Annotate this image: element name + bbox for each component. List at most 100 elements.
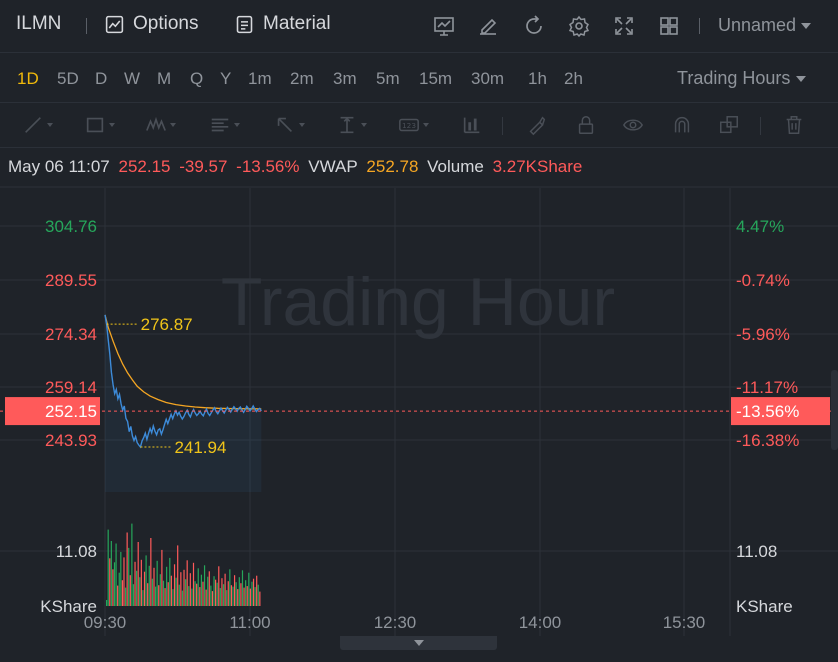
layout-selector[interactable]: Unnamed <box>718 15 812 36</box>
volume-bar <box>235 582 237 606</box>
volume-bar <box>254 587 256 606</box>
rectangle-icon[interactable] <box>84 113 115 137</box>
volume-bar <box>145 555 147 606</box>
volume-bar <box>232 586 234 606</box>
measure-icon[interactable] <box>336 113 367 137</box>
material-button[interactable]: Material <box>234 13 331 35</box>
period-1m[interactable]: 1m <box>248 69 272 88</box>
arrow-icon[interactable] <box>274 113 305 137</box>
dropdown-caret-icon <box>796 75 807 82</box>
volume-bar <box>188 586 190 606</box>
refresh-icon[interactable] <box>522 14 546 38</box>
trash-icon[interactable] <box>783 113 805 137</box>
x-axis-tick: 09:30 <box>84 613 127 632</box>
top-toolbar: ILMN Options Material Unnamed <box>0 0 838 52</box>
edit-icon[interactable] <box>476 14 500 38</box>
lock-icon[interactable] <box>575 113 597 137</box>
volume-bar <box>249 588 251 606</box>
period-15m[interactable]: 15m <box>419 69 453 88</box>
volume-value: 3.27KShare <box>492 157 583 176</box>
volume-bar <box>216 582 218 606</box>
volume-bar <box>177 545 179 606</box>
volume-bar <box>117 585 119 606</box>
volume-bar <box>172 589 174 606</box>
volume-bar <box>211 591 214 606</box>
magnet-icon[interactable] <box>671 113 693 137</box>
volume-bar <box>189 573 191 606</box>
volume-unit-left: KShare <box>40 597 97 616</box>
y-axis-tick-right: -11.17% <box>736 378 798 397</box>
volume-unit-right: KShare <box>736 597 793 616</box>
wave-icon[interactable] <box>145 113 176 137</box>
volume-bar <box>237 589 239 606</box>
volume-bar <box>202 581 204 606</box>
volume-bar <box>197 568 199 606</box>
volume-bar <box>186 560 188 606</box>
period-2m[interactable]: 2m <box>290 69 314 88</box>
number-label-icon[interactable]: 123 <box>398 113 429 137</box>
y-axis-tick-right: -16.38% <box>736 431 799 450</box>
options-chart-icon <box>105 15 124 33</box>
period-d[interactable]: D <box>95 69 108 88</box>
price-axis-scrollbar[interactable] <box>831 370 838 450</box>
layout-grid-icon[interactable] <box>657 14 681 38</box>
expand-down-icon <box>413 640 424 646</box>
volume-label: Volume <box>427 157 484 176</box>
volume-axis-tick-left: 11.08 <box>56 542 97 561</box>
layers-icon[interactable] <box>718 113 740 137</box>
y-axis-tick-right: -0.74% <box>736 271 790 290</box>
volume-bar <box>154 586 157 606</box>
volume-bar <box>248 572 250 606</box>
options-button[interactable]: Options <box>104 13 198 35</box>
volume-bar <box>132 584 135 606</box>
volume-bar <box>185 579 187 606</box>
period-w[interactable]: W <box>124 69 141 88</box>
volume-bar <box>241 570 244 606</box>
volume-bar <box>140 559 142 606</box>
volume-bar <box>251 581 253 606</box>
volume-bar <box>124 587 127 606</box>
volume-bar <box>230 585 233 606</box>
volume-bar <box>128 547 130 606</box>
trading-hours-selector[interactable]: Trading Hours <box>677 68 807 89</box>
fib-icon[interactable] <box>209 113 240 137</box>
vwap-line <box>104 314 262 410</box>
period-m[interactable]: M <box>157 69 172 88</box>
volume-bar <box>196 583 198 606</box>
x-axis-tick: 15:30 <box>663 613 706 632</box>
bar-pattern-icon[interactable] <box>461 113 483 137</box>
period-y[interactable]: Y <box>220 69 232 88</box>
period-5d[interactable]: 5D <box>57 69 79 88</box>
period-q[interactable]: Q <box>190 69 204 88</box>
eye-icon[interactable] <box>622 113 644 137</box>
period-3m[interactable]: 3m <box>333 69 357 88</box>
period-30m[interactable]: 30m <box>471 69 505 88</box>
toolbar-divider <box>760 117 761 135</box>
period-1d[interactable]: 1D <box>17 69 39 88</box>
fullscreen-icon[interactable] <box>612 14 636 38</box>
period-2h[interactable]: 2h <box>564 69 583 88</box>
chart-type-icon[interactable] <box>432 14 456 38</box>
y-axis-tick-right: -5.96% <box>736 325 790 344</box>
volume-bar <box>129 575 131 606</box>
volume-bar <box>203 565 206 606</box>
quote-change-pct: -13.56% <box>236 157 300 176</box>
volume-bar <box>156 560 158 606</box>
period-1h[interactable]: 1h <box>528 69 547 88</box>
volume-bar <box>218 566 220 606</box>
drawing-toolbar: 123 <box>0 102 838 148</box>
settings-icon[interactable] <box>567 14 591 38</box>
volume-bar <box>150 538 152 606</box>
current-pct-tag <box>731 397 830 426</box>
trendline-icon[interactable] <box>22 113 53 137</box>
time-scroll-handle[interactable] <box>340 636 497 650</box>
brush-icon[interactable] <box>526 113 548 137</box>
high-price-label: 276.87 <box>141 315 193 334</box>
volume-bar <box>243 587 245 606</box>
x-axis-tick: 11:00 <box>229 613 270 632</box>
y-axis-tick-left: 243.93 <box>45 431 97 450</box>
stock-symbol[interactable]: ILMN <box>16 13 62 34</box>
period-5m[interactable]: 5m <box>376 69 400 88</box>
layout-name-label: Unnamed <box>718 15 797 35</box>
